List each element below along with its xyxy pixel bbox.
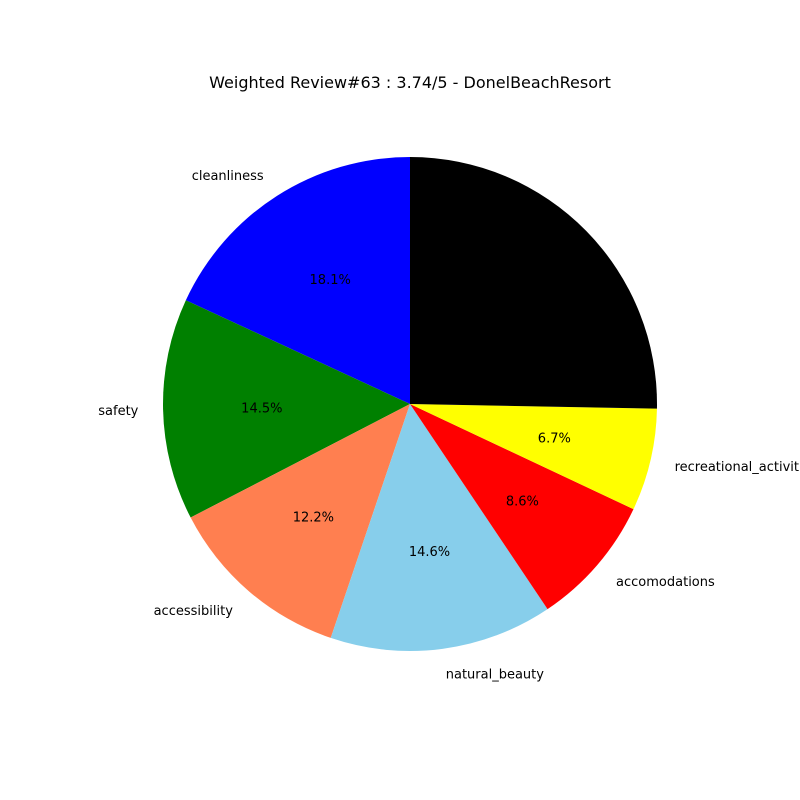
pie-slice-unlabeled [410,157,657,409]
slice-label: cleanliness [192,169,264,184]
pie-slice-recreational_activities [410,404,657,510]
slice-percent-label: 12.2% [293,510,334,525]
slice-percent-label: 18.1% [310,273,351,288]
slice-percent-label: 6.7% [538,432,571,447]
pie-slice-safety [163,300,410,518]
pie-slice-accomodations [410,404,634,610]
pie-slices [163,157,657,651]
pie-slice-cleanliness [185,157,410,404]
slice-label: safety [98,404,138,419]
slice-label: accomodations [616,575,715,590]
pie-slice-natural_beauty [330,404,548,651]
slice-percent-label: 8.6% [506,495,539,510]
slice-label: recreational_activities [675,460,800,475]
slice-label: natural_beauty [446,667,545,682]
chart-title: Weighted Review#63 : 3.74/5 - DonelBeach… [209,73,611,92]
slice-percent-label: 14.5% [241,401,282,416]
pie-slice-accessibility [190,404,410,638]
slice-percent-label: 14.6% [409,545,450,560]
slice-label: accessibility [154,604,234,619]
pie-labels: cleanliness 18.1% safety 14.5% accessibility… [98,169,800,682]
